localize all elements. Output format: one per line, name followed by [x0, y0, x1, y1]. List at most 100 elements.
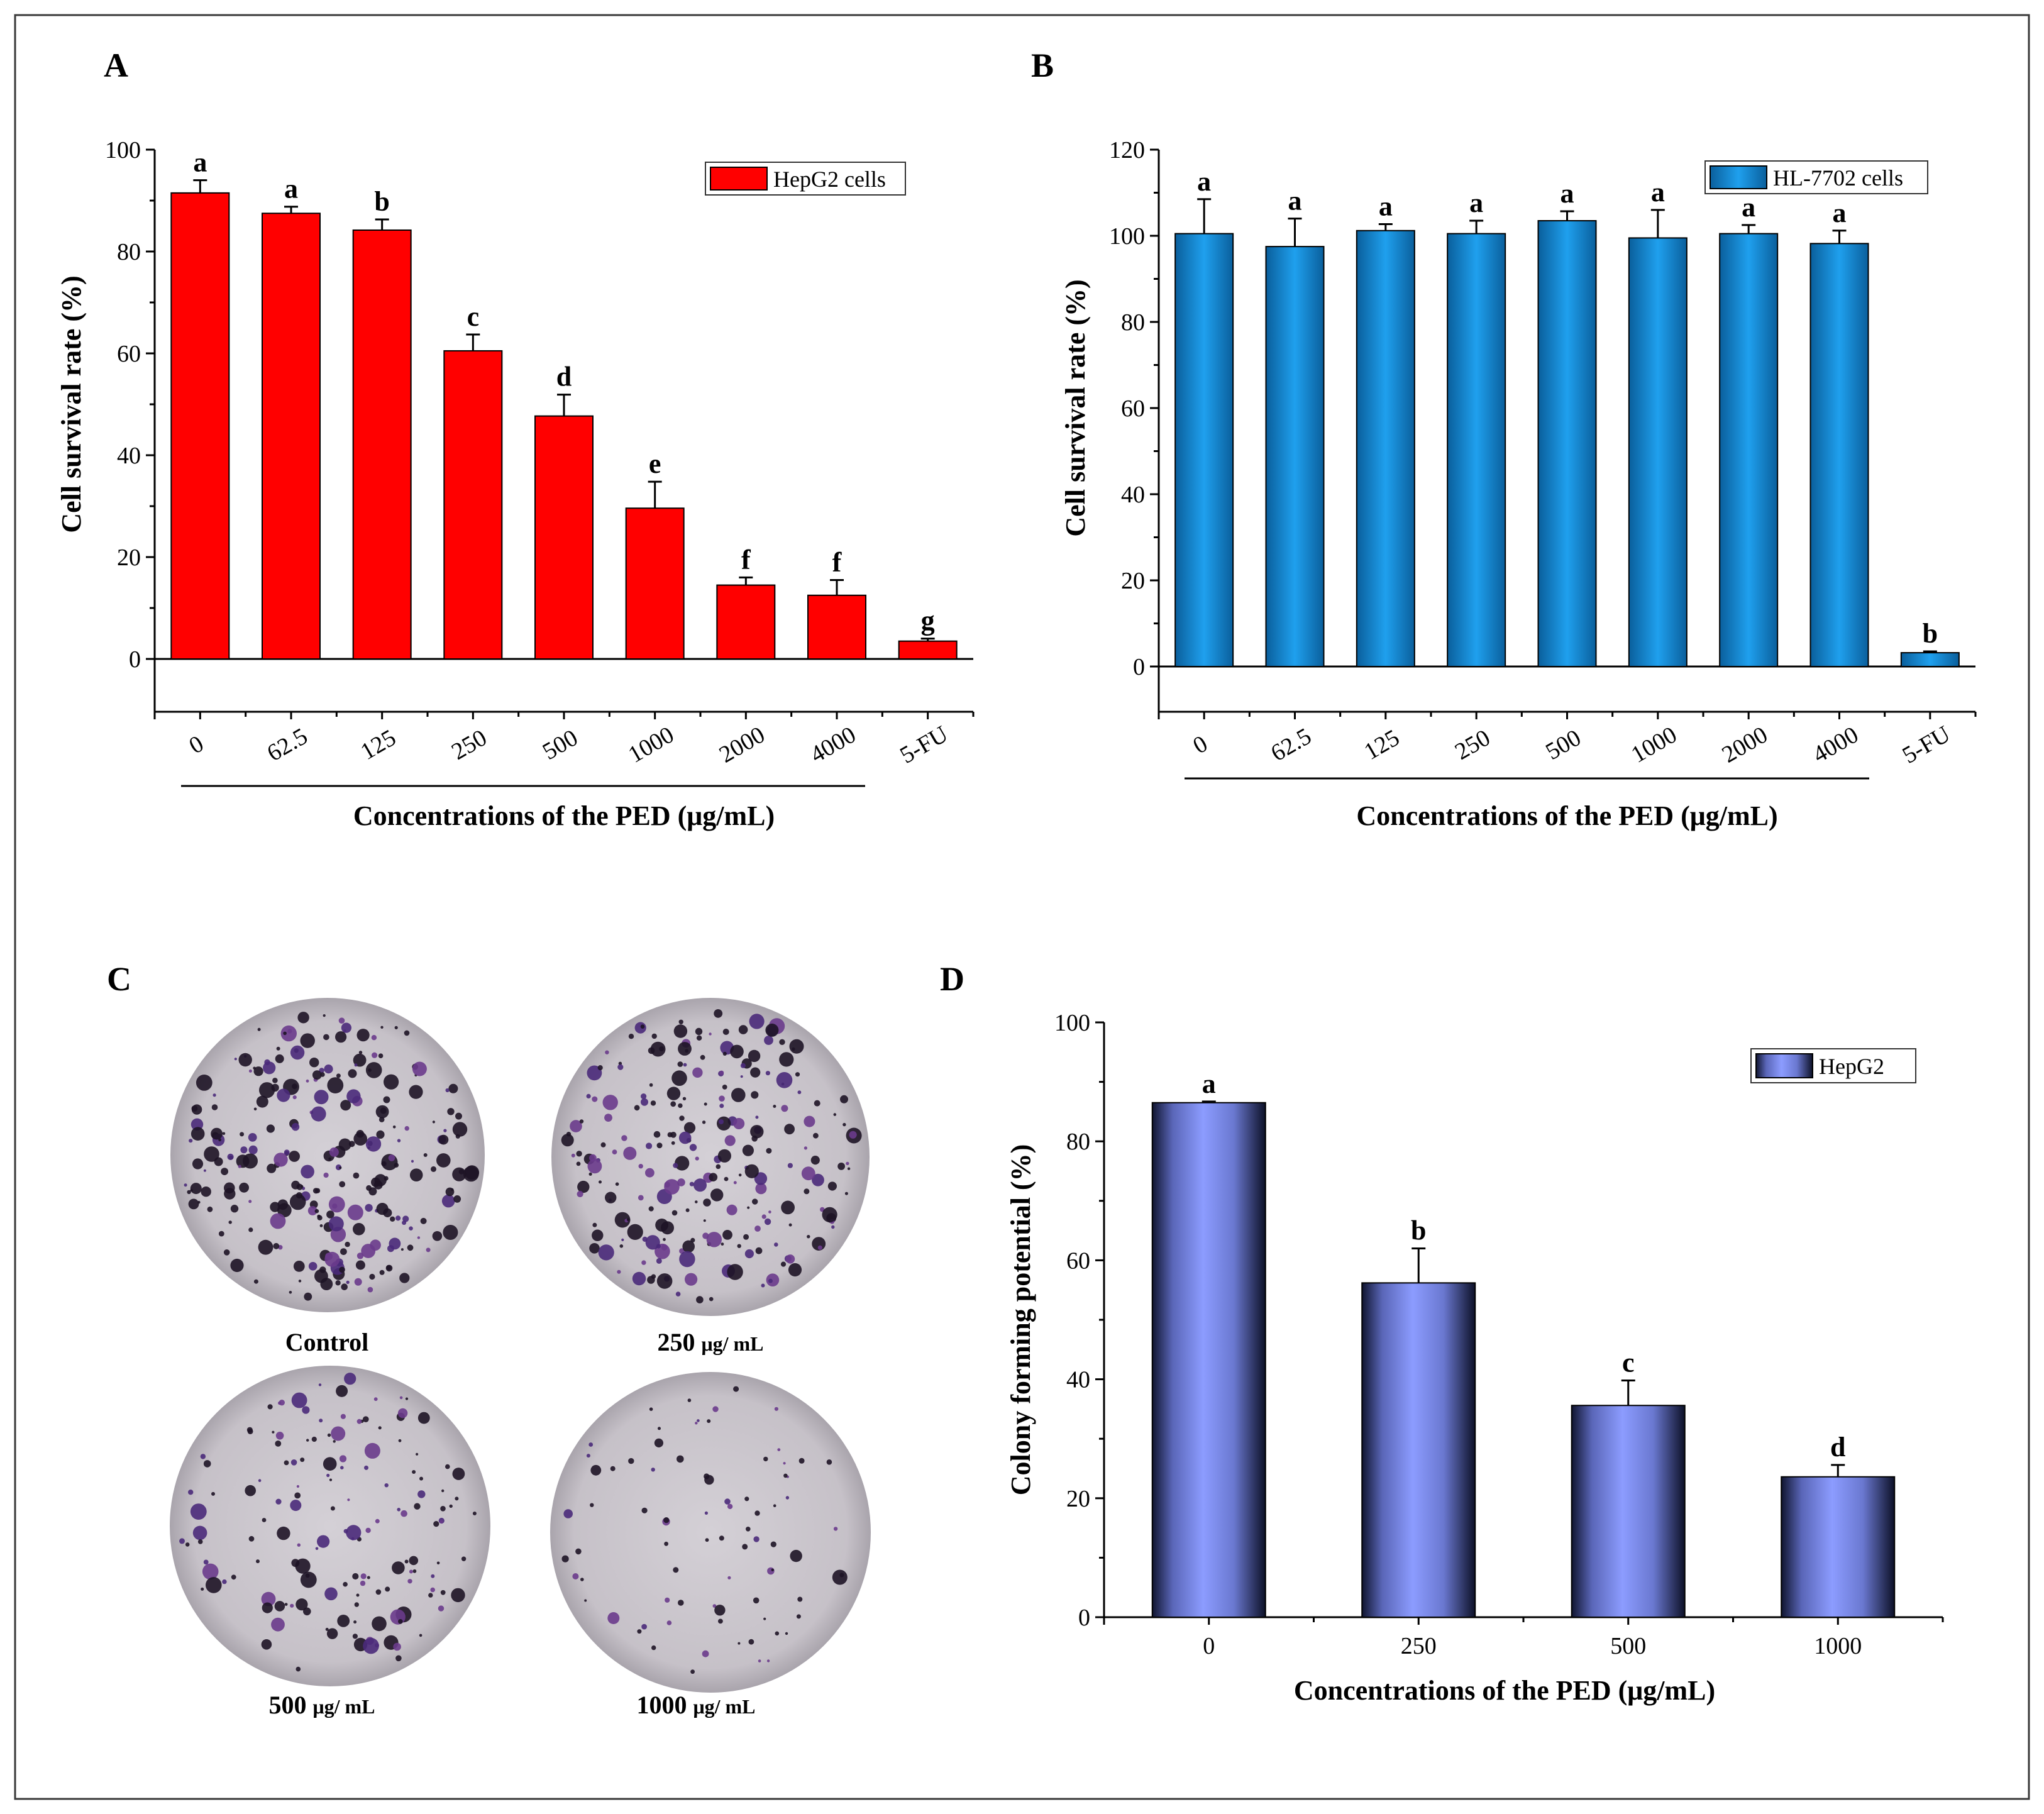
colony	[746, 1527, 751, 1532]
colony	[682, 1240, 695, 1253]
colony	[302, 1406, 310, 1414]
chart-d: 0 20 40 60 80 100 Colony forming potential (%)…	[1005, 1010, 1944, 1706]
colony	[326, 1628, 338, 1639]
y-tick-label: 60	[117, 341, 141, 367]
colony	[849, 1131, 857, 1139]
colony	[577, 1190, 583, 1198]
colony	[696, 1296, 704, 1303]
colony	[187, 1190, 191, 1195]
colony	[416, 1452, 419, 1456]
colony	[780, 1261, 787, 1267]
colony	[316, 1535, 330, 1548]
colony	[678, 1600, 684, 1606]
colony	[717, 1116, 731, 1131]
colony	[733, 1181, 737, 1185]
colony	[455, 1112, 462, 1120]
colony	[586, 1454, 590, 1458]
colony	[393, 1642, 401, 1651]
colony	[284, 1460, 289, 1466]
colony	[614, 1212, 631, 1228]
colony	[284, 1149, 290, 1156]
colony	[599, 1180, 602, 1184]
y-tick-label: 40	[117, 443, 141, 469]
colony	[279, 1400, 285, 1406]
colony	[715, 1164, 721, 1170]
colony	[353, 1223, 365, 1236]
colony	[399, 1273, 410, 1283]
colony	[283, 1031, 287, 1036]
colony	[303, 1607, 311, 1616]
colony	[665, 1597, 670, 1603]
x-tick-label: 0	[1188, 731, 1212, 760]
colony	[685, 1273, 698, 1286]
colony	[571, 1153, 575, 1158]
colony	[445, 1464, 450, 1469]
colony	[749, 1014, 765, 1029]
colony	[807, 1235, 810, 1239]
colony	[390, 1216, 395, 1222]
colony	[420, 1217, 427, 1224]
significance-letter: a	[1379, 191, 1393, 222]
bar	[1447, 233, 1506, 667]
colony	[664, 1541, 668, 1546]
colony	[453, 1195, 461, 1203]
colony	[788, 1263, 802, 1277]
colony	[687, 1398, 692, 1402]
x-tick-label: 250	[447, 724, 491, 765]
colony	[308, 1262, 318, 1271]
colony	[248, 1535, 255, 1542]
colony	[438, 1134, 449, 1145]
significance-letter: c	[467, 301, 480, 332]
colony	[327, 1077, 344, 1093]
colony	[768, 1278, 773, 1283]
colony	[774, 1407, 778, 1411]
colony	[430, 1587, 435, 1593]
colony	[641, 1098, 648, 1106]
colony	[727, 1264, 743, 1280]
colony	[742, 1544, 748, 1550]
colony	[367, 1576, 370, 1579]
y-tick-label: 40	[1121, 482, 1145, 508]
colony	[655, 1219, 668, 1232]
colony	[245, 1485, 257, 1496]
colony	[621, 1238, 624, 1241]
colony	[605, 1050, 609, 1054]
x-tick-label: 1000	[1627, 721, 1681, 768]
colony	[227, 1153, 234, 1160]
colony	[844, 1192, 848, 1195]
colony	[740, 1063, 746, 1068]
colony	[335, 1280, 341, 1286]
colony	[753, 1536, 760, 1542]
colony	[206, 1577, 222, 1593]
colony	[847, 1167, 851, 1170]
colony	[340, 1100, 351, 1111]
colony	[388, 1154, 395, 1161]
colony	[248, 1227, 253, 1232]
significance-letter: d	[1830, 1432, 1845, 1463]
colony	[338, 1017, 345, 1024]
colony	[324, 1251, 340, 1267]
colony	[641, 1260, 646, 1265]
colony	[766, 1148, 772, 1154]
colony	[360, 1580, 366, 1586]
colony	[258, 1479, 262, 1482]
colony	[330, 1506, 335, 1511]
bar	[1151, 1102, 1266, 1618]
colony	[398, 1619, 403, 1624]
y-axis-label: Colony forming potential (%)	[1005, 1144, 1036, 1496]
colony	[436, 1153, 451, 1168]
colony	[584, 1599, 587, 1602]
colony	[452, 1167, 467, 1181]
colony	[314, 1090, 329, 1105]
colony	[404, 1125, 409, 1131]
colony	[703, 1198, 711, 1207]
colony	[744, 1164, 759, 1178]
colony	[203, 1169, 206, 1172]
y-tick-label: 0	[129, 646, 141, 673]
colony	[443, 1225, 458, 1240]
colony	[203, 1559, 209, 1565]
colony	[243, 1153, 258, 1169]
colony	[188, 1198, 199, 1210]
colony	[837, 1163, 845, 1170]
colony	[666, 1087, 681, 1100]
